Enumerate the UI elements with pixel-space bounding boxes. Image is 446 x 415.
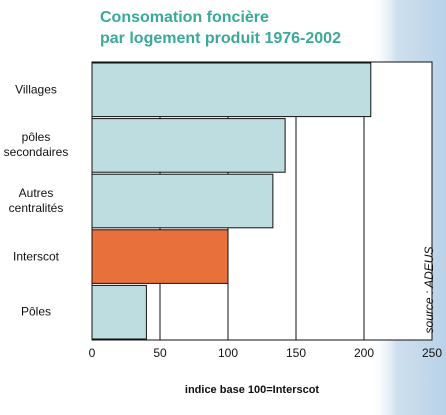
x-tick-label: 100 [218,346,238,360]
bar [91,62,372,118]
bar [91,118,286,173]
category-label: Villages [15,82,57,97]
category-label: pôles secondaires [3,130,69,160]
x-tick-label: 0 [89,346,96,360]
source: source : ADEUS [422,247,436,334]
category-label: Pôles [20,304,52,319]
bar [91,173,274,229]
category-label: Autres centralités [8,186,64,215]
x-tick-label: 250 [422,346,442,360]
x-axis-label: indice base 100=Interscot [185,384,320,396]
x-tick-label: 200 [354,346,374,360]
bar [91,284,147,340]
category-label: Interscot [12,249,60,264]
x-tick-label: 150 [286,346,306,360]
bar [91,229,229,284]
x-tick-label: 50 [153,346,167,360]
chart-title: Consomation foncière par logement produit… [100,9,341,47]
